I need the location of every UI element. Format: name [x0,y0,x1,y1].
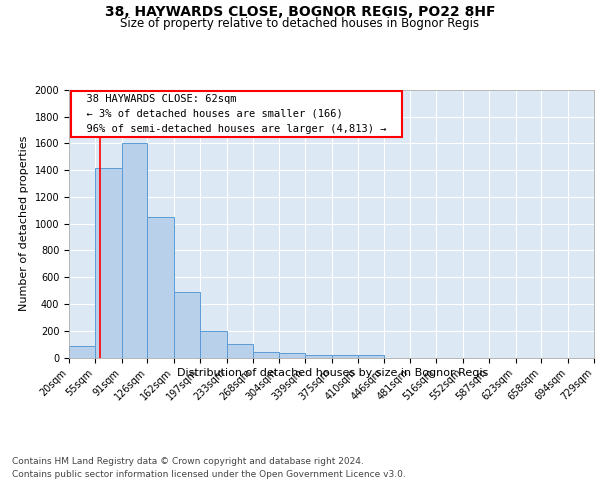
Bar [200,331,227,357]
Text: 38 HAYWARDS CLOSE: 62sqm  
  ← 3% of detached houses are smaller (166)  
  96% o: 38 HAYWARDS CLOSE: 62sqm ← 3% of detache… [74,94,399,134]
Bar [148,217,174,358]
Bar [253,352,279,358]
Text: 38, HAYWARDS CLOSE, BOGNOR REGIS, PO22 8HF: 38, HAYWARDS CLOSE, BOGNOR REGIS, PO22 8… [105,5,495,19]
Bar [69,346,95,358]
Bar [305,354,332,358]
Bar [122,144,148,358]
Text: Size of property relative to detached houses in Bognor Regis: Size of property relative to detached ho… [121,18,479,30]
Text: Contains HM Land Registry data © Crown copyright and database right 2024.: Contains HM Land Registry data © Crown c… [12,458,364,466]
Bar [227,344,253,358]
Bar [279,354,305,358]
Bar [358,355,385,358]
Bar [332,355,358,358]
Text: Distribution of detached houses by size in Bognor Regis: Distribution of detached houses by size … [178,368,488,378]
Bar [95,168,122,358]
Y-axis label: Number of detached properties: Number of detached properties [19,136,29,312]
Bar [174,292,200,358]
Text: Contains public sector information licensed under the Open Government Licence v3: Contains public sector information licen… [12,470,406,479]
